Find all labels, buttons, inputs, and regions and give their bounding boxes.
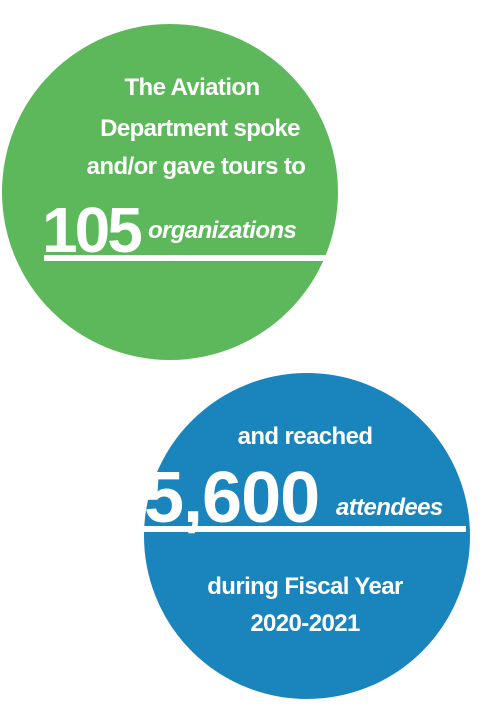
green-line: and/or gave tours to [87, 153, 306, 180]
green-number: 105 [42, 194, 141, 266]
blue-outro: 2020-2021 [250, 610, 360, 637]
green-unit: organizations [148, 217, 296, 244]
blue-underline [140, 526, 466, 532]
green-line: The Aviation [124, 74, 259, 101]
blue-outro: during Fiscal Year [207, 573, 403, 600]
green-circle [2, 24, 338, 360]
blue-circle [134, 363, 480, 709]
green-line: Department spoke [100, 115, 300, 142]
blue-intro: and reached [238, 423, 373, 450]
blue-number: 5,600 [144, 458, 319, 538]
green-underline [44, 255, 326, 261]
blue-unit: attendees [336, 494, 443, 521]
